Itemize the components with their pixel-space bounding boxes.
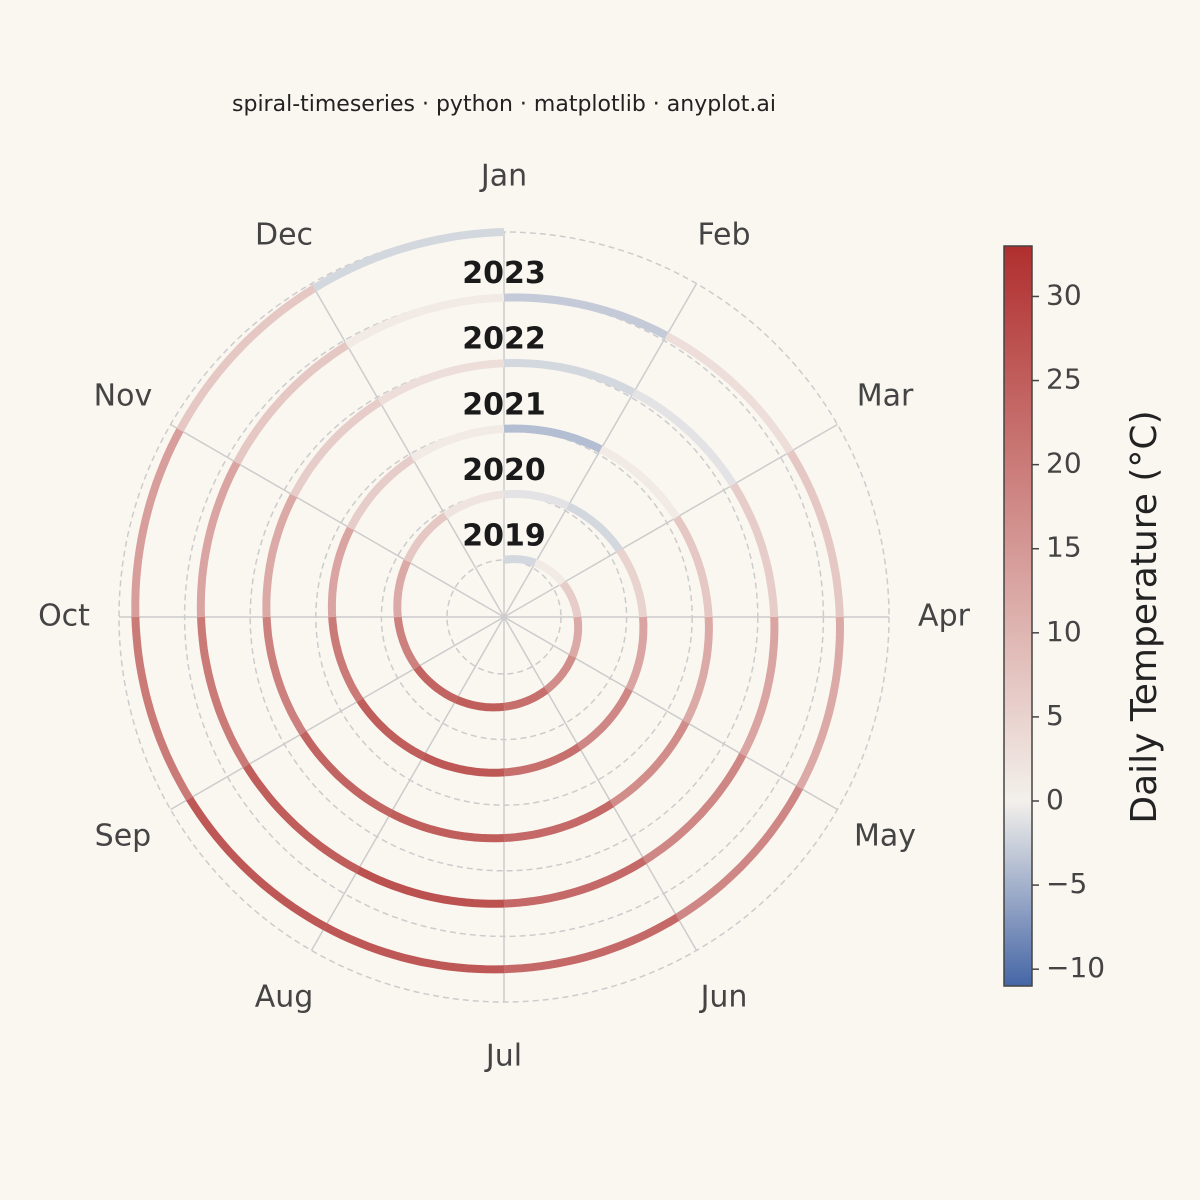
ring — [315, 428, 693, 806]
month-label: Jan — [479, 159, 527, 194]
month-label: Sep — [95, 819, 152, 854]
day-segment — [503, 424, 603, 453]
day-segment — [631, 388, 737, 487]
day-segment — [393, 559, 411, 618]
colorbar-tick-label: 20 — [1046, 447, 1082, 480]
day-segment — [197, 616, 250, 768]
day-segment — [503, 686, 549, 711]
day-segment — [393, 616, 421, 670]
colorbar-tick-label: −5 — [1046, 867, 1087, 900]
day-segment — [344, 293, 505, 349]
day-segment — [533, 559, 566, 586]
spoke — [503, 616, 838, 811]
day-segment — [795, 616, 845, 790]
day-segment — [328, 616, 364, 703]
day-segment — [609, 720, 690, 808]
day-segment — [443, 490, 505, 519]
day-segment — [290, 398, 383, 498]
day-segment — [566, 502, 623, 553]
day-segment — [568, 616, 583, 658]
year-label: 2022 — [462, 322, 546, 357]
month-label: Aug — [255, 980, 314, 1015]
day-segment — [388, 809, 505, 843]
day-segment — [454, 695, 505, 712]
day-segment — [196, 460, 241, 618]
day-segment — [503, 293, 669, 340]
day-segment — [131, 428, 184, 618]
month-label: Oct — [38, 599, 90, 634]
colorbar-tick-label: 30 — [1046, 278, 1082, 311]
colorbar-tick-label: −10 — [1046, 951, 1105, 984]
day-segment — [356, 866, 505, 908]
spoke — [310, 616, 505, 951]
day-segment — [356, 697, 426, 760]
day-segment — [312, 228, 505, 292]
day-segment — [421, 752, 505, 777]
month-label: Feb — [697, 217, 750, 252]
day-segment — [559, 580, 582, 618]
colorbar-label: Daily Temperature (°C) — [1124, 410, 1165, 823]
day-segment — [673, 515, 713, 618]
month-label: May — [854, 819, 916, 854]
day-segment — [503, 555, 537, 567]
day-segment — [323, 923, 505, 974]
day-segment — [598, 445, 680, 520]
month-label: Nov — [94, 379, 153, 414]
day-segment — [186, 796, 328, 931]
spoke — [170, 423, 505, 618]
day-segment — [327, 526, 355, 618]
day-segment — [233, 341, 350, 465]
spoke — [310, 283, 505, 618]
day-segment — [503, 359, 636, 397]
colorbar-tick-label: 15 — [1046, 531, 1082, 564]
year-label: 2019 — [462, 519, 546, 554]
day-segment — [131, 616, 193, 801]
day-segment — [786, 449, 844, 618]
day-segment — [503, 913, 680, 974]
day-segment — [503, 857, 647, 908]
day-segment — [403, 512, 448, 563]
day-segment — [262, 616, 307, 736]
day-segment — [176, 284, 317, 432]
year-label: 2023 — [462, 256, 546, 291]
month-label: Dec — [255, 217, 313, 252]
month-label: Jun — [699, 980, 748, 1015]
colorbar-tick-label: 5 — [1046, 699, 1064, 732]
day-segment — [642, 752, 747, 864]
day-segment — [625, 616, 648, 691]
day-segment — [682, 616, 713, 724]
colorbar — [1003, 245, 1033, 987]
day-segment — [299, 730, 393, 817]
ring — [380, 493, 628, 741]
day-segment — [242, 763, 360, 874]
month-label: Mar — [857, 379, 914, 414]
day-segment — [346, 455, 415, 531]
day-segment — [410, 424, 505, 463]
year-label: 2020 — [462, 453, 546, 488]
day-segment — [413, 665, 458, 704]
day-segment — [377, 359, 505, 406]
day-segment — [576, 687, 633, 751]
day-segment — [675, 785, 804, 921]
day-segment — [503, 490, 570, 510]
day-segment — [543, 654, 577, 694]
year-label: 2021 — [462, 387, 546, 422]
spoke — [503, 616, 698, 951]
day-segment — [503, 800, 614, 842]
colorbar-tick-label: 0 — [1046, 783, 1064, 816]
day-segment — [739, 616, 779, 757]
day-segment — [262, 493, 298, 618]
month-label: Jul — [484, 1039, 522, 1074]
day-segment — [664, 332, 794, 454]
day-segment — [616, 547, 647, 618]
colorbar-tick-label: 25 — [1046, 363, 1082, 396]
chart-title: spiral-timeseries · python · matplotlib … — [232, 92, 776, 117]
spoke — [170, 616, 505, 811]
month-label: Apr — [918, 599, 971, 634]
day-segment — [729, 482, 779, 618]
ring — [446, 559, 562, 675]
day-segment — [503, 743, 582, 777]
colorbar-tick-label: 10 — [1046, 615, 1082, 648]
